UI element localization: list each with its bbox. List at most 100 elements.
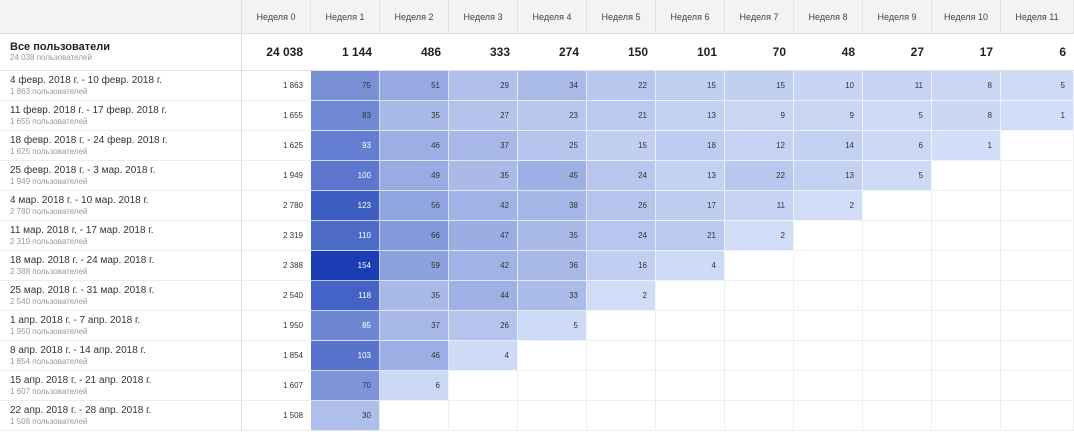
retention-cell[interactable]: 16 bbox=[587, 251, 656, 281]
retention-cell[interactable]: 30 bbox=[311, 401, 380, 431]
retention-cell[interactable]: 4 bbox=[449, 341, 518, 371]
retention-cell[interactable]: 15 bbox=[656, 71, 725, 101]
column-header-week-2[interactable]: Неделя 2 bbox=[380, 0, 449, 33]
retention-cell[interactable]: 8 bbox=[932, 101, 1001, 131]
retention-cell[interactable]: 103 bbox=[311, 341, 380, 371]
retention-cell[interactable]: 35 bbox=[449, 161, 518, 191]
retention-cell[interactable]: 37 bbox=[380, 311, 449, 341]
retention-cell[interactable]: 44 bbox=[449, 281, 518, 311]
retention-cell[interactable]: 1 bbox=[932, 131, 1001, 161]
retention-cell[interactable]: 83 bbox=[311, 101, 380, 131]
retention-cell[interactable]: 29 bbox=[449, 71, 518, 101]
retention-cell[interactable]: 47 bbox=[449, 221, 518, 251]
retention-cell[interactable]: 15 bbox=[587, 131, 656, 161]
retention-cell[interactable]: 14 bbox=[794, 131, 863, 161]
retention-cell[interactable]: 21 bbox=[656, 221, 725, 251]
column-header-week-4[interactable]: Неделя 4 bbox=[518, 0, 587, 33]
retention-cell[interactable]: 35 bbox=[380, 101, 449, 131]
retention-cell[interactable]: 9 bbox=[725, 101, 794, 131]
empty-cell bbox=[794, 221, 863, 251]
retention-cell[interactable]: 11 bbox=[863, 71, 932, 101]
retention-cell[interactable]: 6 bbox=[863, 131, 932, 161]
retention-cell[interactable]: 36 bbox=[518, 251, 587, 281]
retention-cell[interactable]: 100 bbox=[311, 161, 380, 191]
retention-cell[interactable]: 2 bbox=[587, 281, 656, 311]
column-header-week-9[interactable]: Неделя 9 bbox=[863, 0, 932, 33]
retention-cell[interactable]: 42 bbox=[449, 251, 518, 281]
cohort-row-label: 25 мар. 2018 г. - 31 мар. 2018 г. 2 540 п… bbox=[0, 281, 242, 311]
retention-cell[interactable]: 123 bbox=[311, 191, 380, 221]
cohort-user-count: 2 780 пользователей bbox=[10, 206, 88, 216]
retention-cell[interactable]: 2 bbox=[725, 221, 794, 251]
retention-cell[interactable]: 118 bbox=[311, 281, 380, 311]
retention-cell[interactable]: 18 bbox=[656, 131, 725, 161]
empty-cell bbox=[794, 341, 863, 371]
retention-cell[interactable]: 23 bbox=[518, 101, 587, 131]
retention-cell[interactable]: 24 bbox=[587, 161, 656, 191]
retention-cell[interactable]: 34 bbox=[518, 71, 587, 101]
empty-cell bbox=[1001, 191, 1074, 221]
retention-cell[interactable]: 11 bbox=[725, 191, 794, 221]
retention-cell[interactable]: 13 bbox=[656, 161, 725, 191]
empty-cell bbox=[794, 281, 863, 311]
retention-cell[interactable]: 6 bbox=[380, 371, 449, 401]
retention-cell[interactable]: 35 bbox=[380, 281, 449, 311]
retention-cell[interactable]: 15 bbox=[725, 71, 794, 101]
column-header-week-11[interactable]: Неделя 11 bbox=[1001, 0, 1074, 33]
retention-cell[interactable]: 24 bbox=[587, 221, 656, 251]
retention-cell[interactable]: 33 bbox=[518, 281, 587, 311]
retention-cell[interactable]: 93 bbox=[311, 131, 380, 161]
retention-cell[interactable]: 1 bbox=[1001, 101, 1074, 131]
column-header-week-1[interactable]: Неделя 1 bbox=[311, 0, 380, 33]
empty-cell bbox=[1001, 161, 1074, 191]
column-header-week-7[interactable]: Неделя 7 bbox=[725, 0, 794, 33]
retention-cell[interactable]: 46 bbox=[380, 341, 449, 371]
cohort-date-range: 25 мар. 2018 г. - 31 мар. 2018 г. bbox=[10, 284, 155, 296]
retention-cell[interactable]: 59 bbox=[380, 251, 449, 281]
retention-cell[interactable]: 45 bbox=[518, 161, 587, 191]
retention-cell[interactable]: 8 bbox=[932, 71, 1001, 101]
retention-cell[interactable]: 51 bbox=[380, 71, 449, 101]
retention-cell[interactable]: 5 bbox=[863, 161, 932, 191]
retention-cell[interactable]: 25 bbox=[518, 131, 587, 161]
column-header-week-3[interactable]: Неделя 3 bbox=[449, 0, 518, 33]
column-header-week-0[interactable]: Неделя 0 bbox=[242, 0, 311, 33]
retention-cell[interactable]: 13 bbox=[656, 101, 725, 131]
retention-cell[interactable]: 10 bbox=[794, 71, 863, 101]
retention-cell[interactable]: 26 bbox=[587, 191, 656, 221]
retention-cell[interactable]: 4 bbox=[656, 251, 725, 281]
cohort-row-label: 8 апр. 2018 г. - 14 апр. 2018 г. 1 854 по… bbox=[0, 341, 242, 371]
retention-cell[interactable]: 22 bbox=[587, 71, 656, 101]
retention-cell[interactable]: 5 bbox=[863, 101, 932, 131]
retention-cell[interactable]: 46 bbox=[380, 131, 449, 161]
retention-cell[interactable]: 26 bbox=[449, 311, 518, 341]
retention-cell[interactable]: 27 bbox=[449, 101, 518, 131]
column-header-week-8[interactable]: Неделя 8 bbox=[794, 0, 863, 33]
total-week-0: 24 038 bbox=[242, 33, 311, 71]
retention-cell[interactable]: 13 bbox=[794, 161, 863, 191]
column-header-week-5[interactable]: Неделя 5 bbox=[587, 0, 656, 33]
column-header-week-10[interactable]: Неделя 10 bbox=[932, 0, 1001, 33]
retention-cell[interactable]: 5 bbox=[1001, 71, 1074, 101]
retention-cell[interactable]: 85 bbox=[311, 311, 380, 341]
retention-cell[interactable]: 21 bbox=[587, 101, 656, 131]
retention-cell[interactable]: 5 bbox=[518, 311, 587, 341]
retention-cell[interactable]: 56 bbox=[380, 191, 449, 221]
retention-cell[interactable]: 75 bbox=[311, 71, 380, 101]
retention-cell[interactable]: 22 bbox=[725, 161, 794, 191]
retention-cell[interactable]: 2 bbox=[794, 191, 863, 221]
retention-cell[interactable]: 154 bbox=[311, 251, 380, 281]
retention-cell[interactable]: 9 bbox=[794, 101, 863, 131]
retention-cell[interactable]: 17 bbox=[656, 191, 725, 221]
retention-cell[interactable]: 38 bbox=[518, 191, 587, 221]
retention-cell[interactable]: 49 bbox=[380, 161, 449, 191]
retention-cell[interactable]: 42 bbox=[449, 191, 518, 221]
retention-cell[interactable]: 110 bbox=[311, 221, 380, 251]
column-header-week-6[interactable]: Неделя 6 bbox=[656, 0, 725, 33]
retention-cell[interactable]: 35 bbox=[518, 221, 587, 251]
retention-cell[interactable]: 12 bbox=[725, 131, 794, 161]
cohort-size: 2 388 bbox=[242, 251, 311, 281]
retention-cell[interactable]: 66 bbox=[380, 221, 449, 251]
retention-cell[interactable]: 37 bbox=[449, 131, 518, 161]
retention-cell[interactable]: 70 bbox=[311, 371, 380, 401]
